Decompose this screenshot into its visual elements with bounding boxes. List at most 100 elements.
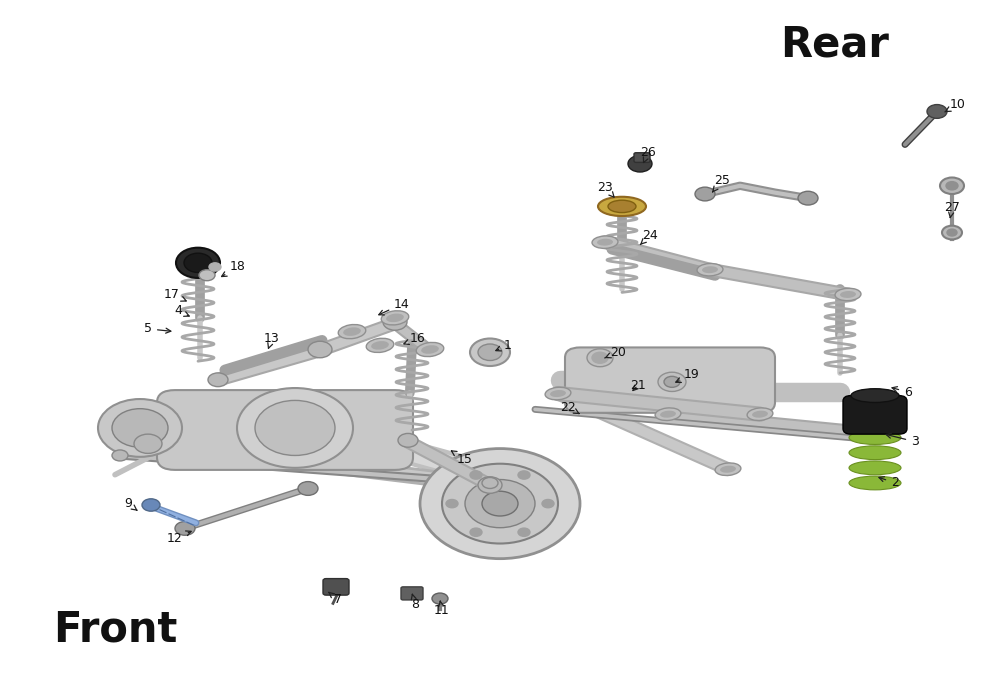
Text: 8: 8 <box>411 594 419 610</box>
Ellipse shape <box>865 429 891 441</box>
FancyBboxPatch shape <box>565 347 775 413</box>
Text: 20: 20 <box>605 346 626 358</box>
Circle shape <box>942 226 962 239</box>
Text: 16: 16 <box>404 332 426 345</box>
FancyBboxPatch shape <box>323 579 349 595</box>
Circle shape <box>175 522 195 535</box>
Text: 24: 24 <box>640 229 658 245</box>
Circle shape <box>308 341 332 358</box>
Text: 7: 7 <box>329 592 342 606</box>
Ellipse shape <box>849 416 901 429</box>
Circle shape <box>518 528 530 537</box>
Text: 19: 19 <box>676 369 700 383</box>
Text: Front: Front <box>53 608 177 651</box>
Text: 13: 13 <box>264 332 280 348</box>
Ellipse shape <box>840 291 856 298</box>
Text: 18: 18 <box>222 261 246 277</box>
Ellipse shape <box>747 408 773 420</box>
Ellipse shape <box>849 476 901 490</box>
Circle shape <box>940 178 964 194</box>
Circle shape <box>432 593 448 604</box>
Circle shape <box>542 499 554 508</box>
Circle shape <box>470 338 510 366</box>
Text: 10: 10 <box>945 98 966 112</box>
Circle shape <box>199 270 215 281</box>
Ellipse shape <box>598 197 646 216</box>
Ellipse shape <box>338 325 366 338</box>
Ellipse shape <box>660 411 676 418</box>
Ellipse shape <box>849 446 901 460</box>
Ellipse shape <box>386 314 404 322</box>
Ellipse shape <box>343 327 361 336</box>
Circle shape <box>798 191 818 205</box>
FancyBboxPatch shape <box>157 390 413 470</box>
Circle shape <box>112 409 168 447</box>
Circle shape <box>592 352 608 363</box>
Text: 6: 6 <box>892 386 912 398</box>
Circle shape <box>142 499 160 511</box>
Ellipse shape <box>371 341 389 350</box>
Text: 4: 4 <box>174 305 189 317</box>
Circle shape <box>664 376 680 387</box>
Ellipse shape <box>720 466 736 473</box>
Text: 15: 15 <box>451 451 473 466</box>
Ellipse shape <box>849 431 901 444</box>
Ellipse shape <box>849 461 901 475</box>
Circle shape <box>482 477 498 488</box>
Circle shape <box>478 477 502 493</box>
Text: Rear: Rear <box>781 23 889 66</box>
Text: 1: 1 <box>496 339 512 352</box>
Ellipse shape <box>752 411 768 418</box>
Ellipse shape <box>702 266 718 273</box>
Text: 14: 14 <box>379 298 410 315</box>
Circle shape <box>470 528 482 537</box>
Ellipse shape <box>715 463 741 475</box>
Ellipse shape <box>366 338 394 352</box>
Text: 22: 22 <box>560 401 579 413</box>
Circle shape <box>658 372 686 391</box>
Circle shape <box>587 349 613 367</box>
Circle shape <box>298 482 318 495</box>
Circle shape <box>446 499 458 508</box>
FancyBboxPatch shape <box>843 396 907 434</box>
Circle shape <box>628 155 652 172</box>
Ellipse shape <box>416 343 444 356</box>
Circle shape <box>208 373 228 387</box>
Ellipse shape <box>608 200 636 213</box>
Ellipse shape <box>697 264 723 276</box>
Ellipse shape <box>550 390 566 397</box>
FancyBboxPatch shape <box>634 153 650 162</box>
Text: 17: 17 <box>164 288 186 301</box>
Ellipse shape <box>592 236 618 248</box>
Text: 25: 25 <box>713 174 730 192</box>
Ellipse shape <box>545 387 571 400</box>
Ellipse shape <box>655 408 681 420</box>
Ellipse shape <box>849 410 901 429</box>
Circle shape <box>237 388 353 468</box>
Text: 27: 27 <box>944 202 960 217</box>
Circle shape <box>442 464 558 544</box>
Circle shape <box>184 253 212 272</box>
Ellipse shape <box>870 431 886 438</box>
Text: 21: 21 <box>630 379 646 391</box>
Text: 26: 26 <box>640 147 656 162</box>
Circle shape <box>420 449 580 559</box>
Circle shape <box>465 480 535 528</box>
FancyBboxPatch shape <box>401 587 423 600</box>
Circle shape <box>134 434 162 453</box>
Ellipse shape <box>421 345 439 354</box>
Circle shape <box>398 433 418 447</box>
Text: 11: 11 <box>434 601 450 617</box>
Text: 2: 2 <box>879 477 899 489</box>
Circle shape <box>112 450 128 461</box>
Circle shape <box>947 229 957 236</box>
Circle shape <box>946 182 958 190</box>
Ellipse shape <box>597 239 613 246</box>
Text: 5: 5 <box>144 323 171 335</box>
Ellipse shape <box>381 311 409 325</box>
Circle shape <box>176 248 220 278</box>
Text: 23: 23 <box>597 181 614 197</box>
Circle shape <box>255 400 335 455</box>
Circle shape <box>98 399 182 457</box>
Circle shape <box>482 491 518 516</box>
